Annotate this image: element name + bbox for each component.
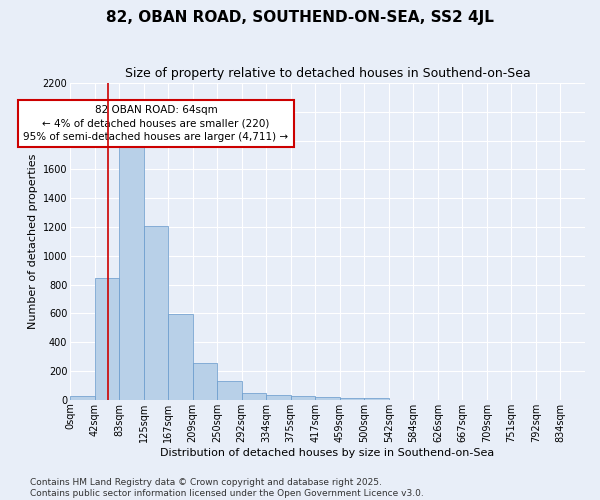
Bar: [340, 398, 364, 400]
Y-axis label: Number of detached properties: Number of detached properties: [28, 154, 38, 329]
Bar: [291, 396, 315, 400]
Text: 82 OBAN ROAD: 64sqm
← 4% of detached houses are smaller (220)
95% of semi-detach: 82 OBAN ROAD: 64sqm ← 4% of detached hou…: [23, 105, 289, 142]
Bar: [315, 397, 340, 400]
Bar: [119, 138, 143, 400]
Bar: [95, 278, 119, 400]
Bar: [242, 394, 266, 400]
Bar: [364, 398, 389, 400]
Bar: [143, 226, 168, 400]
Bar: [266, 395, 291, 400]
Text: Contains HM Land Registry data © Crown copyright and database right 2025.
Contai: Contains HM Land Registry data © Crown c…: [30, 478, 424, 498]
Bar: [168, 314, 193, 400]
X-axis label: Distribution of detached houses by size in Southend-on-Sea: Distribution of detached houses by size …: [160, 448, 494, 458]
Bar: [217, 381, 242, 400]
Bar: [193, 363, 217, 400]
Text: 82, OBAN ROAD, SOUTHEND-ON-SEA, SS2 4JL: 82, OBAN ROAD, SOUTHEND-ON-SEA, SS2 4JL: [106, 10, 494, 25]
Title: Size of property relative to detached houses in Southend-on-Sea: Size of property relative to detached ho…: [125, 68, 530, 80]
Bar: [70, 396, 95, 400]
